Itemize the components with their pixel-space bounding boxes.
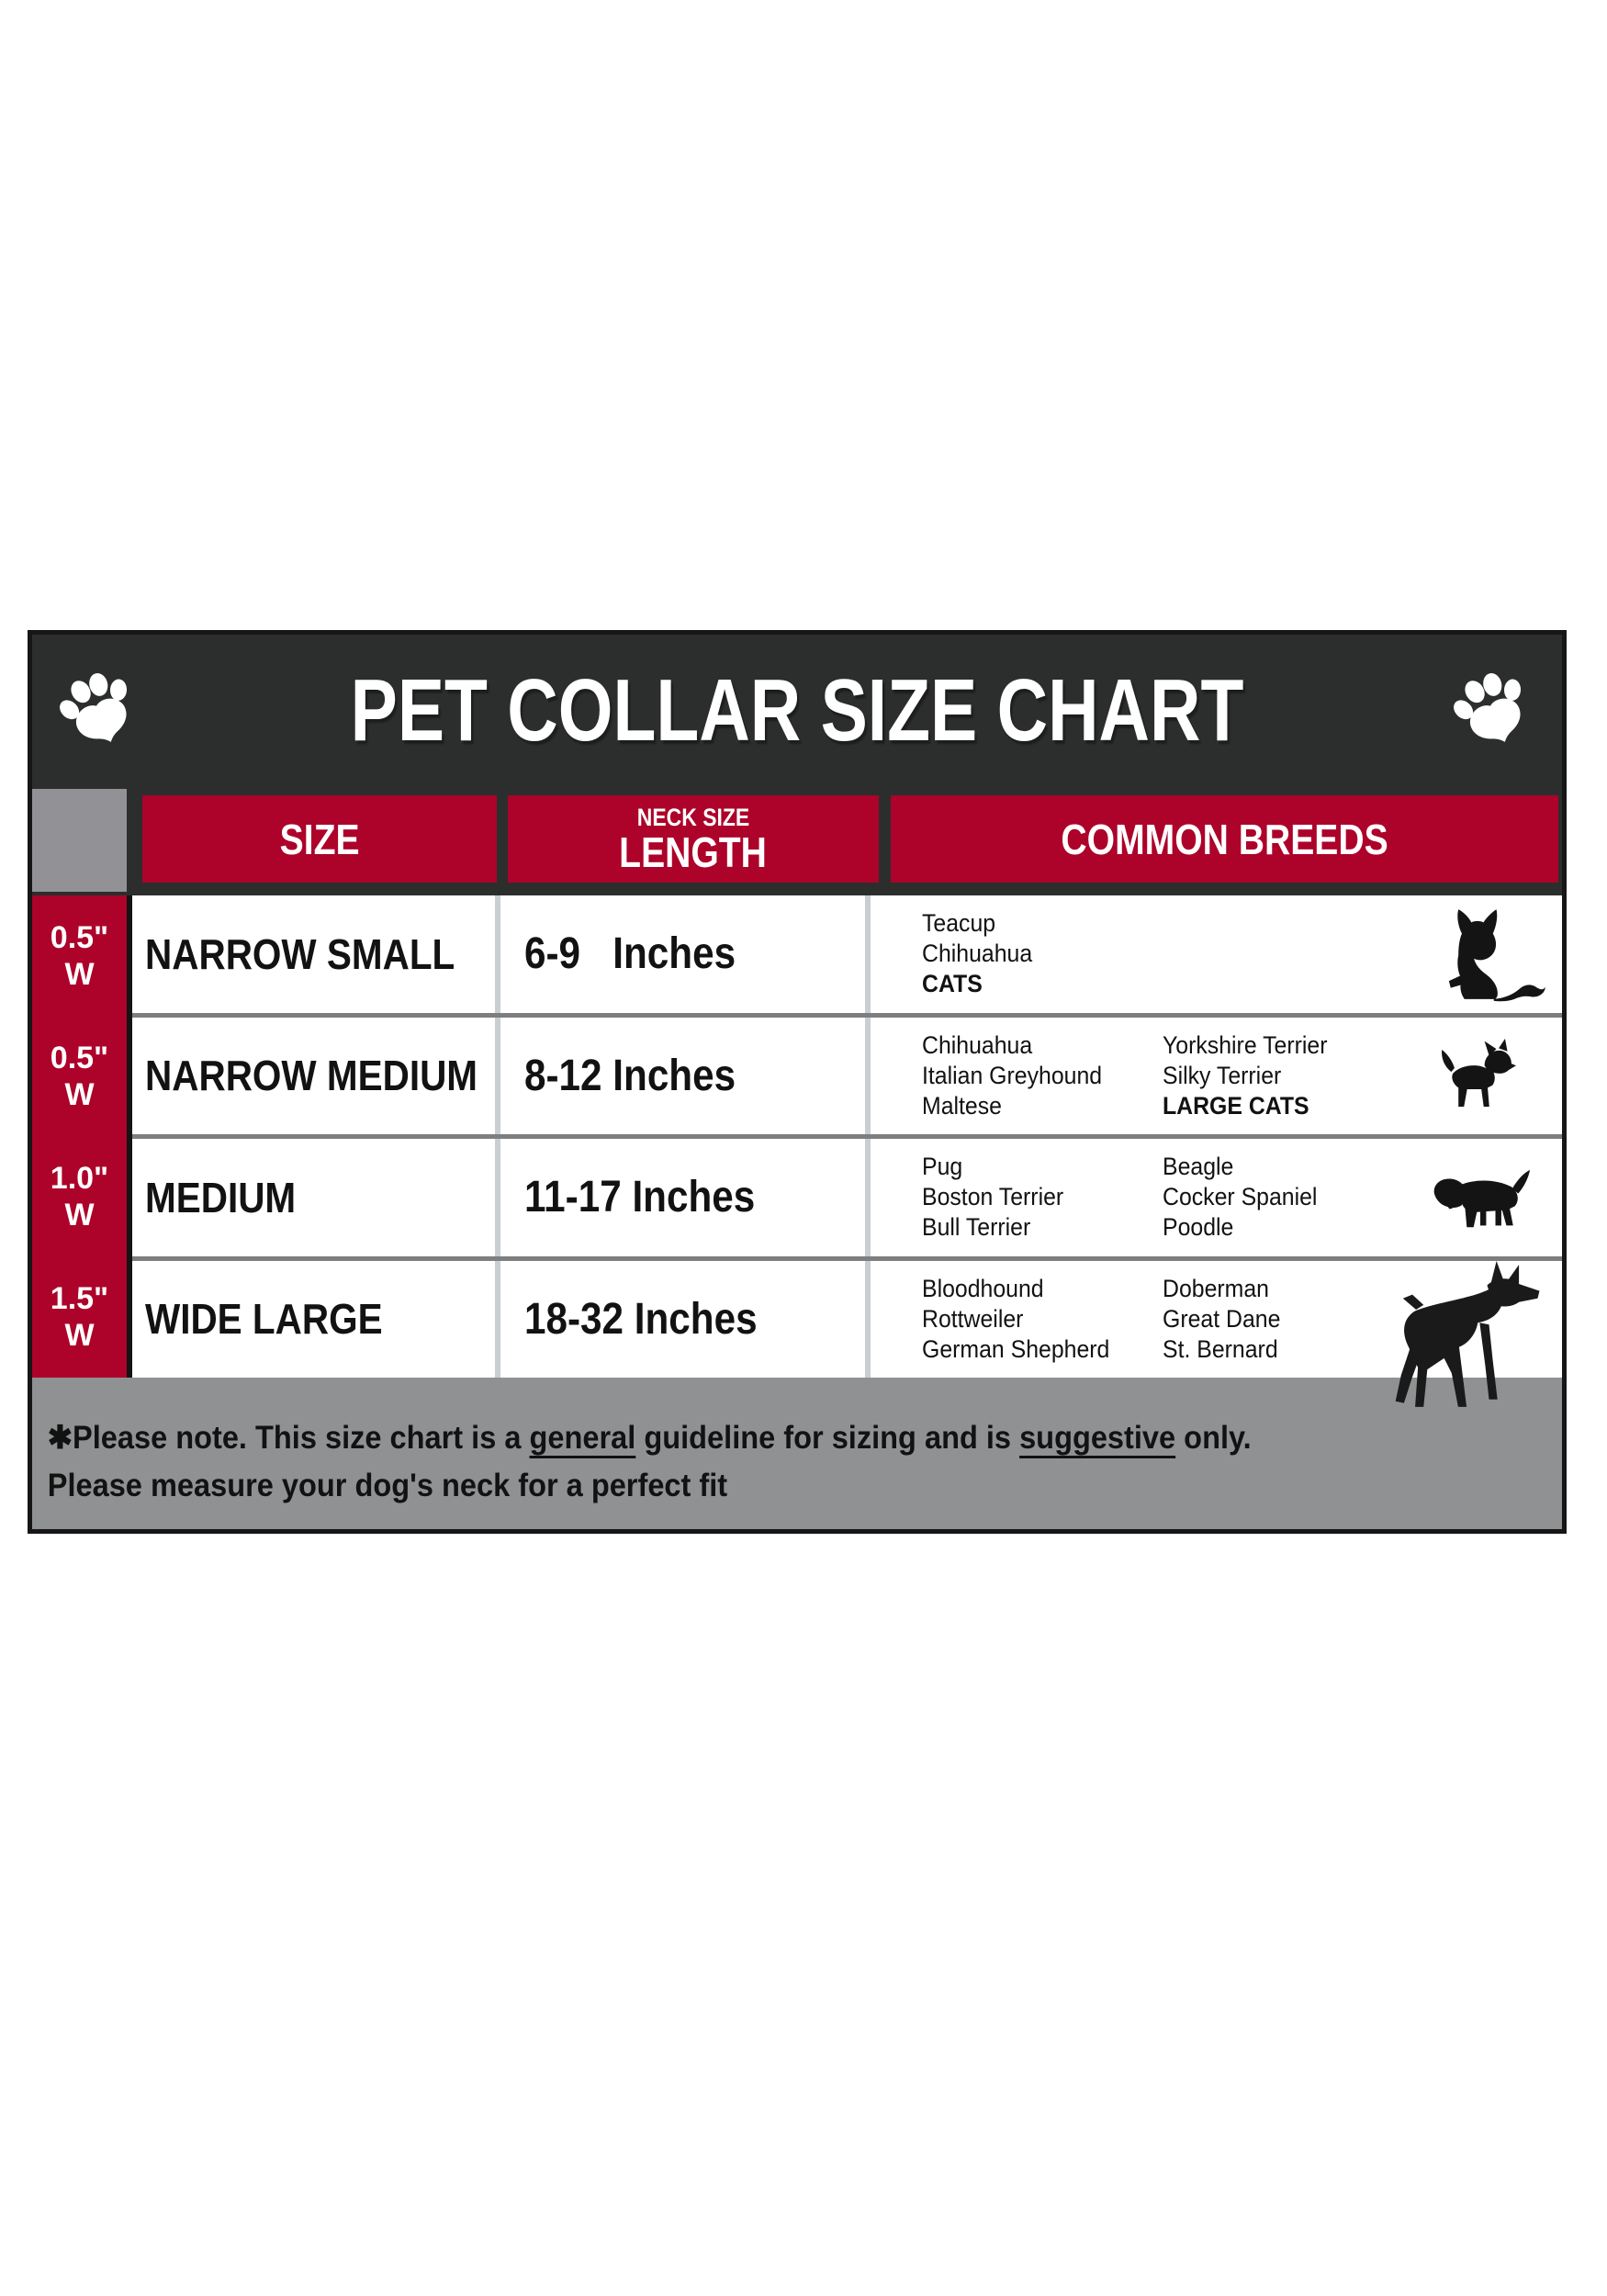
- collar-width-value: 0.5": [50, 1040, 109, 1075]
- breed-name: Cocker Spaniel: [1163, 1183, 1318, 1211]
- breed-name: Boston Terrier: [922, 1183, 1064, 1211]
- breed-name: Bloodhound: [922, 1274, 1044, 1302]
- note-underlined-word: general: [529, 1420, 636, 1456]
- note-text: guideline for sizing and is: [635, 1420, 1020, 1456]
- note-line-1: ✱Please note. This size chart is a gener…: [32, 1378, 1455, 1457]
- breed-name: LARGE CATS: [1163, 1091, 1309, 1120]
- breeds-column-2: Beagle Cocker Spaniel Poodle: [1163, 1152, 1374, 1243]
- breeds-column-1: Bloodhound Rottweiler German Shepherd: [922, 1274, 1143, 1365]
- note-text: only.: [1175, 1420, 1252, 1456]
- neck-size-header-label: NECK SIZE: [636, 804, 750, 831]
- table-row: NARROW SMALL 6-9 Inches Teacup Chihuahua…: [132, 895, 1562, 1018]
- size-value: NARROW MEDIUM: [145, 1052, 478, 1100]
- table-header-row: SIZE NECK SIZE LENGTH COMMON BREEDS: [32, 787, 1562, 895]
- collar-width-value: 1.0": [50, 1161, 109, 1197]
- length-value: 8-12 Inches: [524, 1051, 736, 1100]
- breed-name: Pug: [922, 1153, 963, 1181]
- length-value: 18-32 Inches: [524, 1294, 758, 1344]
- breeds-cell: Bloodhound Rottweiler German Shepherd Do…: [871, 1260, 1562, 1407]
- size-value: MEDIUM: [145, 1173, 297, 1221]
- collar-width-cell: 0.5" W: [32, 895, 127, 1016]
- note-text: ✱Please note. This size chart is a: [47, 1420, 530, 1456]
- collar-width-cell: 1.5" W: [32, 1257, 127, 1378]
- breed-name: Maltese: [922, 1091, 1002, 1120]
- chihuahua-icon: [1442, 1038, 1516, 1107]
- length-cell: 18-32 Inches: [500, 1260, 871, 1378]
- breed-name: Yorkshire Terrier: [1163, 1030, 1328, 1059]
- paw-print-icon: [1454, 672, 1522, 742]
- breeds-cell: Pug Boston Terrier Bull Terrier Beagle C…: [871, 1139, 1562, 1256]
- column-header-size: SIZE: [142, 795, 497, 883]
- table-row: WIDE LARGE 18-32 Inches Bloodhound Rottw…: [132, 1260, 1562, 1407]
- breeds-cell: Chihuahua Italian Greyhound Maltese York…: [871, 1018, 1562, 1135]
- table-row: MEDIUM 11-17 Inches Pug Boston Terrier B…: [132, 1139, 1562, 1261]
- size-value: WIDE LARGE: [145, 1295, 383, 1344]
- breeds-column-2: Doberman Great Dane St. Bernard: [1163, 1274, 1374, 1365]
- collar-width-unit: W: [64, 956, 95, 992]
- breeds-cell: Teacup Chihuahua CATS: [871, 895, 1562, 1013]
- length-value: 11-17 Inches: [524, 1173, 756, 1222]
- size-cell: NARROW MEDIUM: [132, 1017, 500, 1134]
- breeds-column-1: Chihuahua Italian Greyhound Maltese: [922, 1030, 1143, 1121]
- note-line-2: Please measure your dog's neck for a per…: [47, 1468, 728, 1503]
- note-footer: ✱Please note. This size chart is a gener…: [32, 1378, 1562, 1529]
- size-cell: NARROW SMALL: [132, 895, 500, 1013]
- collar-width-unit: W: [64, 1318, 95, 1354]
- chart-title: PET COLLAR SIZE CHART: [350, 661, 1244, 760]
- breed-name: Beagle: [1163, 1153, 1234, 1181]
- breed-name: Teacup: [922, 909, 996, 938]
- column-header-common-breeds: COMMON BREEDS: [891, 795, 1558, 883]
- chart-title-bar: PET COLLAR SIZE CHART: [32, 635, 1562, 787]
- walking-dog-icon: [1433, 1169, 1531, 1228]
- size-cell: MEDIUM: [132, 1139, 500, 1256]
- collar-width-unit: W: [64, 1076, 95, 1112]
- breed-name: German Shepherd: [922, 1334, 1110, 1363]
- collar-width-value: 0.5": [50, 919, 109, 955]
- length-cell: 6-9 Inches: [500, 895, 871, 1013]
- doberman-icon: [1395, 1260, 1540, 1407]
- collar-width-cell: 1.0" W: [32, 1137, 127, 1257]
- breed-name: Rottweiler: [922, 1304, 1024, 1333]
- table-body: NARROW SMALL 6-9 Inches Teacup Chihuahua…: [132, 895, 1562, 1407]
- length-header-label: LENGTH: [619, 828, 768, 876]
- breed-name: Chihuahua: [922, 1030, 1033, 1059]
- size-value: NARROW SMALL: [145, 929, 455, 978]
- breed-name: Poodle: [1163, 1213, 1234, 1242]
- common-breeds-header-label: COMMON BREEDS: [1061, 815, 1388, 863]
- breed-name: Italian Greyhound: [922, 1061, 1103, 1089]
- breeds-column-1: Pug Boston Terrier Bull Terrier: [922, 1152, 1143, 1243]
- table-corner-cell: [32, 789, 127, 892]
- table-row: NARROW MEDIUM 8-12 Inches Chihuahua Ital…: [132, 1017, 1562, 1139]
- breed-name: St. Bernard: [1163, 1334, 1278, 1363]
- column-header-neck-size-length: NECK SIZE LENGTH: [508, 795, 879, 883]
- breed-name: CATS: [922, 970, 983, 998]
- breeds-column-1: Teacup Chihuahua CATS: [922, 908, 1143, 999]
- breeds-column-2: Yorkshire Terrier Silky Terrier LARGE CA…: [1163, 1030, 1374, 1121]
- pet-collar-size-chart: PET COLLAR SIZE CHART SIZE NECK SIZE LEN…: [28, 630, 1567, 1534]
- breed-name: Silky Terrier: [1163, 1061, 1282, 1089]
- size-cell: WIDE LARGE: [132, 1260, 500, 1378]
- collar-width-strip: 0.5" W 0.5" W 1.0" W 1.5" W: [32, 895, 132, 1378]
- paw-print-icon: [60, 672, 128, 742]
- breed-name: Doberman: [1163, 1274, 1269, 1302]
- collar-width-unit: W: [64, 1198, 95, 1233]
- collar-width-cell: 0.5" W: [32, 1016, 127, 1136]
- length-cell: 11-17 Inches: [500, 1139, 871, 1256]
- length-value: 6-9 Inches: [524, 929, 736, 979]
- collar-width-value: 1.5": [50, 1281, 109, 1317]
- length-cell: 8-12 Inches: [500, 1017, 871, 1134]
- breed-name: Chihuahua: [922, 940, 1033, 968]
- breed-name: Great Dane: [1163, 1304, 1281, 1333]
- size-header-label: SIZE: [279, 815, 360, 863]
- note-underlined-word: suggestive: [1019, 1420, 1176, 1456]
- cat-icon: [1448, 909, 1545, 1002]
- breed-name: Bull Terrier: [922, 1213, 1031, 1242]
